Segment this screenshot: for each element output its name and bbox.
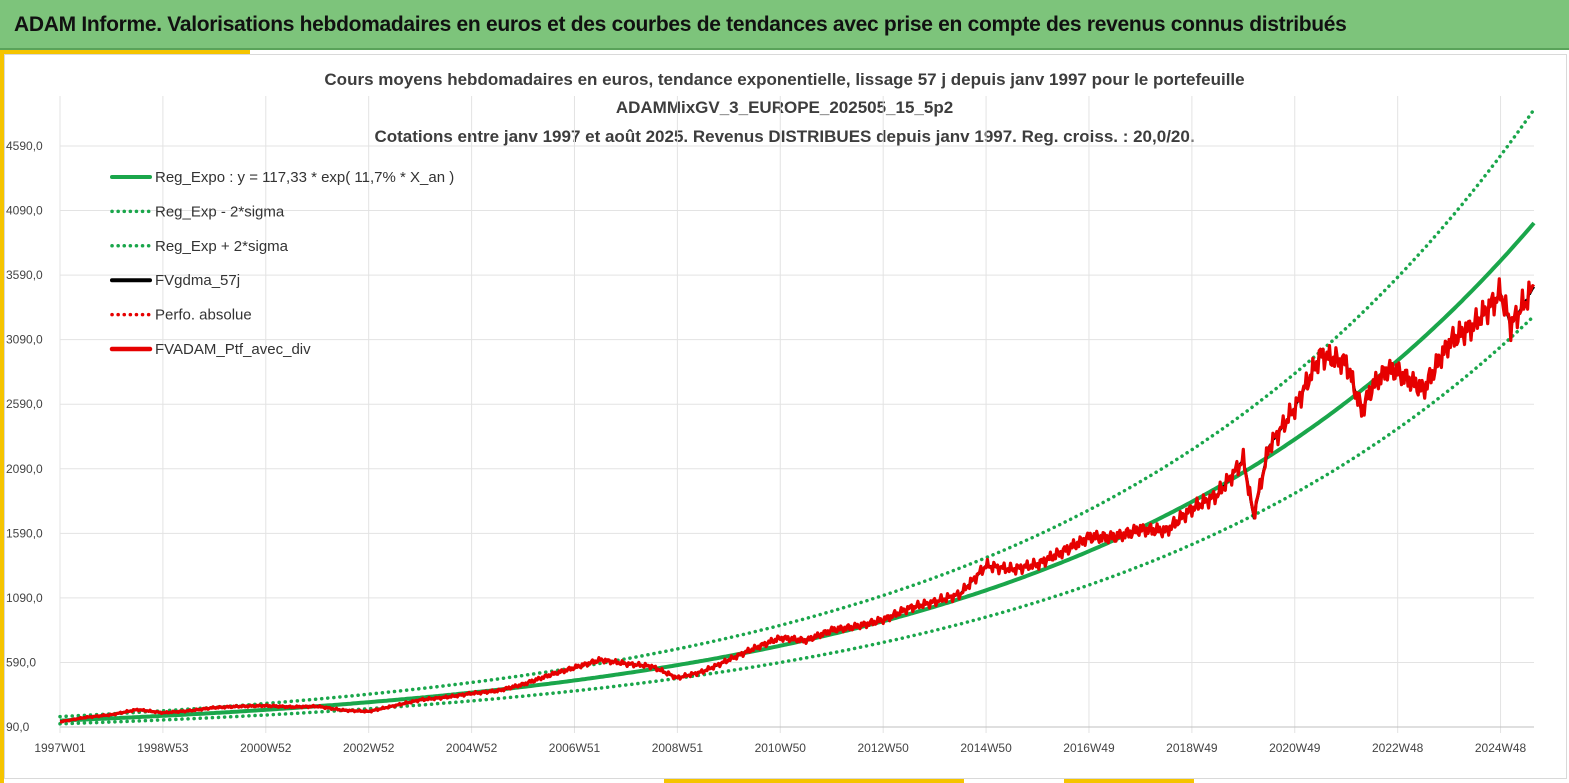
legend-label: Perfo. absolue <box>155 307 252 324</box>
legend-label: Reg_Expo : y = 117,33 * exp( 11,7% * X_a… <box>155 169 454 186</box>
y-tick-label: 590,0 <box>6 655 36 669</box>
y-tick-label: 4090,0 <box>6 204 43 218</box>
x-tick-label: 2004W52 <box>446 741 498 755</box>
x-tick-label: 2016W49 <box>1063 741 1115 755</box>
y-tick-label: 2090,0 <box>6 462 43 476</box>
header-banner: ADAM Informe. Valorisations hebdomadaire… <box>0 0 1569 50</box>
chart-frame <box>4 54 1567 779</box>
x-tick-label: 2000W52 <box>240 741 292 755</box>
accent-bar-bottom-2 <box>1064 779 1194 783</box>
accent-bar-bottom <box>664 779 964 783</box>
x-tick-label: 2020W49 <box>1269 741 1321 755</box>
x-tick-label: 2002W52 <box>343 741 395 755</box>
x-tick-label: 2012W50 <box>857 741 909 755</box>
x-tick-label: 1997W01 <box>34 741 86 755</box>
x-tick-label: 2022W48 <box>1372 741 1424 755</box>
legend: Reg_Expo : y = 117,33 * exp( 11,7% * X_a… <box>109 169 454 358</box>
x-axis: 1997W01 1998W53 2000W52 2002W52 2004W52 2006W… <box>34 726 1534 755</box>
y-axis: 90,0 590,0 1090,0 1590,0 2090,0 2590,0 3090,0 3… <box>6 139 43 734</box>
x-tick-label: 2014W50 <box>960 741 1012 755</box>
accent-bar-top <box>0 50 250 54</box>
y-tick-label: 1590,0 <box>6 526 43 540</box>
series-trend <box>59 221 1536 723</box>
legend-label: Reg_Exp + 2*sigma <box>155 238 289 255</box>
y-tick-label: 3590,0 <box>6 268 43 282</box>
y-tick-label: 3090,0 <box>6 333 43 347</box>
x-tick-label: 2018W49 <box>1166 741 1218 755</box>
y-tick-label: 90,0 <box>6 720 30 734</box>
grid-lines <box>59 96 1534 733</box>
legend-label: FVgdma_57j <box>155 272 240 289</box>
x-tick-label: 2008W51 <box>652 741 704 755</box>
x-tick-label: 2006W51 <box>549 741 601 755</box>
y-tick-label: 2590,0 <box>6 397 43 411</box>
x-tick-label: 2024W48 <box>1475 741 1527 755</box>
accent-bar-left <box>0 50 4 783</box>
banner-title: ADAM Informe. Valorisations hebdomadaire… <box>14 13 1347 36</box>
chart-title-line-3: Cotations entre janv 1997 et août 2025. … <box>374 127 1195 146</box>
y-tick-label: 1090,0 <box>6 591 43 605</box>
series-upper-band <box>58 107 1536 719</box>
series-portfolio <box>59 277 1536 724</box>
series-group <box>58 107 1536 726</box>
x-tick-label: 2010W50 <box>755 741 807 755</box>
y-tick-label: 4590,0 <box>6 139 43 153</box>
chart-title-line-2: ADAMMixGV_3_EUROPE_202505_15_5p2 <box>615 98 954 117</box>
x-tick-label: 1998W53 <box>137 741 189 755</box>
legend-label: FVADAM_Ptf_avec_div <box>155 341 311 358</box>
legend-label: Reg_Exp - 2*sigma <box>155 203 285 220</box>
chart-title-line-1: Cours moyens hebdomadaires en euros, ten… <box>324 70 1245 89</box>
